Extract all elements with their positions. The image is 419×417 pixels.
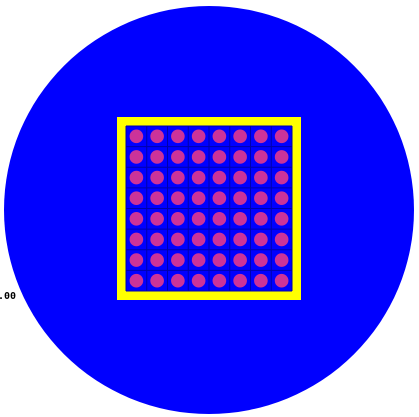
fuel-pin xyxy=(191,273,206,288)
fuel-pin xyxy=(274,170,289,185)
fuel-pin xyxy=(212,191,227,205)
fuel-pin xyxy=(191,129,206,144)
fuel-pin xyxy=(254,170,268,185)
fuel-pin xyxy=(212,129,227,144)
fuel-pin xyxy=(191,232,206,247)
fuel-pin xyxy=(129,253,144,267)
fuel-pin xyxy=(254,191,268,205)
fuel-pin xyxy=(274,150,289,164)
fuel-pin xyxy=(212,273,227,288)
fuel-pin xyxy=(171,129,185,144)
fuel-pin xyxy=(150,150,164,164)
fuel-pin xyxy=(171,253,185,267)
fuel-pin xyxy=(254,253,268,267)
coordinate-label: 0.00 xyxy=(0,291,16,302)
fuel-pin xyxy=(212,170,227,185)
fuel-pin xyxy=(274,191,289,205)
fuel-pin xyxy=(150,212,164,226)
fuel-pin xyxy=(233,150,247,164)
fuel-pin xyxy=(274,253,289,267)
fuel-pin xyxy=(254,212,268,226)
fuel-pin xyxy=(150,232,164,247)
fuel-pin xyxy=(129,150,144,164)
fuel-pin xyxy=(254,129,268,144)
fuel-pin xyxy=(274,212,289,226)
fuel-pin xyxy=(171,170,185,185)
fuel-pin xyxy=(191,253,206,267)
fuel-pin xyxy=(191,191,206,205)
fuel-pin xyxy=(191,170,206,185)
fuel-pin xyxy=(254,273,268,288)
fuel-pin xyxy=(129,232,144,247)
fuel-pin xyxy=(129,191,144,205)
fuel-pin xyxy=(233,232,247,247)
fuel-pin xyxy=(171,191,185,205)
fuel-pin xyxy=(129,212,144,226)
fuel-pin xyxy=(150,129,164,144)
fuel-pin xyxy=(129,129,144,144)
fuel-pin-array xyxy=(129,129,289,288)
fuel-pin xyxy=(212,150,227,164)
lattice-grid-lines xyxy=(125,125,293,292)
fuel-pin xyxy=(233,170,247,185)
fuel-pin xyxy=(274,273,289,288)
fuel-pin xyxy=(191,212,206,226)
fuel-pin xyxy=(233,129,247,144)
fuel-pin xyxy=(212,253,227,267)
fuel-pin xyxy=(129,273,144,288)
fuel-pin xyxy=(129,170,144,185)
fuel-pin xyxy=(233,273,247,288)
fuel-pin xyxy=(212,232,227,247)
fuel-pin xyxy=(233,191,247,205)
fuel-pin xyxy=(150,253,164,267)
fuel-pin xyxy=(274,232,289,247)
fuel-pin xyxy=(171,232,185,247)
fuel-pin xyxy=(191,150,206,164)
fuel-pin xyxy=(233,212,247,226)
fuel-pin xyxy=(150,191,164,205)
fuel-pin xyxy=(150,170,164,185)
fuel-pin xyxy=(171,150,185,164)
fuel-pin xyxy=(254,232,268,247)
fuel-pin xyxy=(171,212,185,226)
fuel-pin xyxy=(212,212,227,226)
fuel-pin xyxy=(274,129,289,144)
fuel-pin xyxy=(254,150,268,164)
fuel-pin xyxy=(150,273,164,288)
fuel-pin xyxy=(171,273,185,288)
fuel-pin xyxy=(233,253,247,267)
